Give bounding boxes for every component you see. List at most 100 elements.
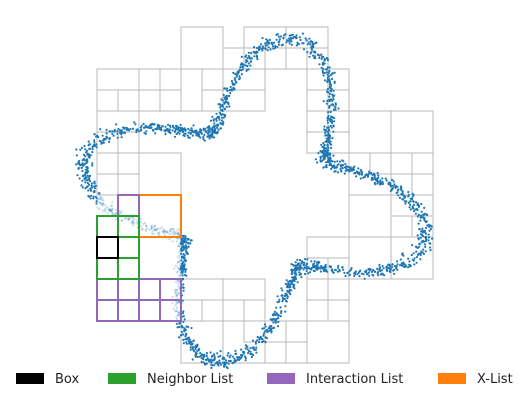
sample-point bbox=[311, 42, 314, 45]
sample-point bbox=[184, 259, 188, 262]
sample-point bbox=[408, 260, 411, 263]
sample-point bbox=[175, 315, 178, 318]
sample-point bbox=[241, 63, 244, 66]
sample-point bbox=[392, 180, 395, 183]
sample-point bbox=[176, 293, 179, 296]
sample-point bbox=[153, 226, 156, 229]
sample-point bbox=[314, 51, 317, 54]
sample-point bbox=[78, 161, 81, 164]
sample-point bbox=[108, 208, 111, 211]
sample-point bbox=[208, 134, 211, 137]
sample-point bbox=[304, 266, 307, 269]
sample-point bbox=[279, 315, 282, 318]
sample-point bbox=[90, 184, 93, 187]
sample-point bbox=[192, 349, 196, 353]
sample-point bbox=[187, 127, 190, 130]
sample-point bbox=[251, 339, 255, 342]
sample-point bbox=[91, 148, 94, 151]
legend-label-x-list: X-List bbox=[477, 372, 513, 387]
sample-point bbox=[341, 167, 344, 170]
sample-point bbox=[139, 126, 142, 129]
sample-point bbox=[150, 232, 154, 235]
sample-point bbox=[294, 271, 297, 274]
sample-point bbox=[158, 231, 161, 234]
sample-point bbox=[268, 38, 271, 42]
sample-point bbox=[324, 68, 328, 71]
sample-point bbox=[180, 262, 183, 265]
sample-point bbox=[180, 252, 183, 255]
sample-point bbox=[187, 131, 190, 134]
quadtree-cell bbox=[117, 152, 140, 175]
sample-point bbox=[177, 285, 180, 288]
sample-point bbox=[184, 270, 187, 273]
legend-item-box: Box bbox=[16, 372, 79, 387]
sample-point bbox=[200, 353, 204, 356]
sample-point bbox=[86, 168, 89, 171]
sample-point bbox=[409, 200, 412, 203]
sample-point bbox=[224, 359, 228, 362]
sample-point bbox=[358, 270, 361, 273]
sample-point bbox=[108, 130, 111, 133]
sample-point bbox=[176, 228, 179, 231]
sample-point bbox=[227, 362, 230, 365]
sample-point bbox=[333, 80, 336, 83]
sample-point bbox=[191, 134, 194, 137]
sample-point bbox=[175, 124, 178, 127]
sample-point bbox=[190, 127, 193, 130]
sample-point bbox=[337, 264, 340, 267]
sample-point bbox=[353, 165, 356, 168]
sample-point bbox=[352, 168, 355, 171]
sample-point bbox=[394, 186, 397, 189]
sample-point bbox=[93, 180, 96, 183]
legend-item-neighbor-list: Neighbor List bbox=[108, 372, 233, 387]
sample-point bbox=[98, 207, 101, 210]
sample-point bbox=[229, 354, 232, 357]
sample-point bbox=[332, 89, 335, 92]
sample-point bbox=[139, 225, 142, 228]
sample-point bbox=[105, 135, 108, 138]
sample-point bbox=[416, 202, 419, 205]
sample-point bbox=[105, 128, 108, 131]
sample-point bbox=[314, 158, 317, 161]
sample-point bbox=[184, 338, 187, 341]
sample-point bbox=[410, 198, 413, 201]
sample-point bbox=[333, 71, 336, 74]
sample-point bbox=[87, 189, 90, 192]
sample-point bbox=[407, 195, 410, 198]
sample-point bbox=[394, 185, 397, 188]
sample-point bbox=[317, 152, 320, 155]
sample-point bbox=[380, 269, 383, 272]
sample-point bbox=[255, 351, 258, 354]
sample-point bbox=[144, 132, 147, 135]
sample-point bbox=[286, 286, 289, 289]
sample-point bbox=[271, 43, 274, 46]
sample-point bbox=[313, 57, 316, 60]
sample-point bbox=[184, 268, 187, 271]
sample-point bbox=[200, 360, 203, 363]
sample-point bbox=[100, 142, 103, 145]
sample-point bbox=[83, 177, 86, 181]
sample-point bbox=[296, 263, 299, 266]
sample-point bbox=[254, 342, 257, 345]
sample-point bbox=[350, 169, 353, 172]
sample-point bbox=[368, 274, 371, 277]
sample-point bbox=[303, 272, 307, 276]
sample-point bbox=[253, 46, 256, 49]
sample-point bbox=[206, 132, 209, 135]
sample-point bbox=[187, 245, 190, 248]
sample-point bbox=[183, 330, 186, 333]
sample-point bbox=[235, 359, 238, 362]
sample-point bbox=[341, 266, 344, 269]
quadtree-cell bbox=[159, 89, 182, 112]
sample-point bbox=[261, 36, 264, 40]
sample-point bbox=[429, 249, 432, 252]
sample-point bbox=[86, 181, 89, 185]
sample-point bbox=[390, 266, 394, 269]
sample-point bbox=[313, 260, 316, 263]
sample-point bbox=[120, 219, 123, 222]
sample-point bbox=[179, 334, 182, 337]
sample-point bbox=[309, 43, 312, 46]
sample-point bbox=[85, 158, 89, 161]
sample-point bbox=[213, 364, 216, 367]
sample-point bbox=[355, 175, 358, 178]
